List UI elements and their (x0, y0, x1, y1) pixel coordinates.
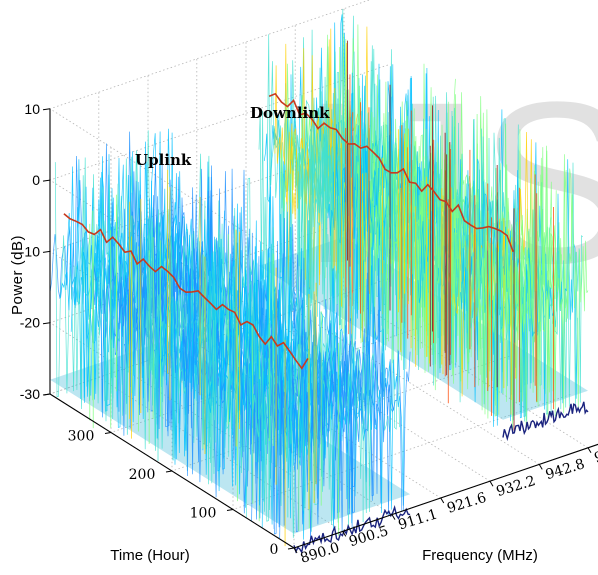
z-tick-mark-2 (42, 250, 51, 253)
chart-labels: 890.0900.5911.1921.6932.2942.8953.301002… (9, 101, 598, 567)
y-tick-label-0: 0 (270, 542, 279, 558)
y-tick-label-3: 300 (68, 429, 95, 445)
y-tick-mark-1 (226, 509, 234, 511)
trace-0-1 (288, 284, 406, 540)
x-axis-title: Frequency (MHz) (422, 547, 538, 564)
band-surface-uplink (49, 128, 411, 555)
x-tick-mark-3 (440, 497, 445, 504)
y-tick-mark-3 (104, 432, 112, 434)
z-tick-label-3: 0 (32, 172, 40, 188)
x-tick-label-6: 953.3 (592, 440, 598, 467)
z-axis-title: Power (dB) (9, 235, 26, 315)
x-tick-mark-6 (587, 447, 592, 454)
annotation-uplink: Uplink (135, 151, 192, 169)
x-axis-line (293, 443, 598, 549)
chart-axes (42, 108, 598, 554)
band-base-edge-0 (293, 504, 411, 555)
band-surface-downlink (258, 8, 589, 442)
annotation-downlink: Downlink (250, 104, 330, 122)
y-axis-title: Time (Hour) (110, 547, 189, 564)
z-tick-mark-4 (42, 108, 51, 111)
z-tick-label-4: 10 (24, 101, 40, 117)
z-tick-label-2: -10 (20, 243, 40, 259)
x-tick-mark-4 (489, 480, 494, 487)
band-base-edge-1 (502, 401, 589, 442)
band-ridge-1 (268, 92, 514, 253)
z-tick-label-0: -30 (20, 386, 40, 402)
x-tick-mark-5 (538, 464, 543, 470)
band-ridge-0 (63, 213, 309, 370)
z-tick-mark-0 (42, 393, 51, 396)
x-tick-mark-0 (293, 547, 298, 554)
trace-0-5 (267, 258, 384, 530)
trace-1-0 (502, 169, 589, 431)
y-tick-mark-0 (287, 547, 295, 550)
z-tick-mark-1 (42, 322, 51, 325)
trace-1-4 (481, 154, 568, 419)
y-tick-label-2: 200 (129, 467, 156, 483)
z-tick-mark-3 (42, 179, 51, 182)
trace-0-3 (277, 306, 395, 539)
y-tick-mark-2 (165, 470, 173, 473)
trace-0-9 (245, 270, 363, 518)
x-tick-mark-1 (342, 531, 347, 537)
y-tick-label-1: 100 (190, 506, 217, 522)
z-tick-label-1: -20 (20, 315, 40, 331)
x-tick-mark-2 (391, 514, 396, 520)
spectrum-surface (49, 8, 589, 555)
